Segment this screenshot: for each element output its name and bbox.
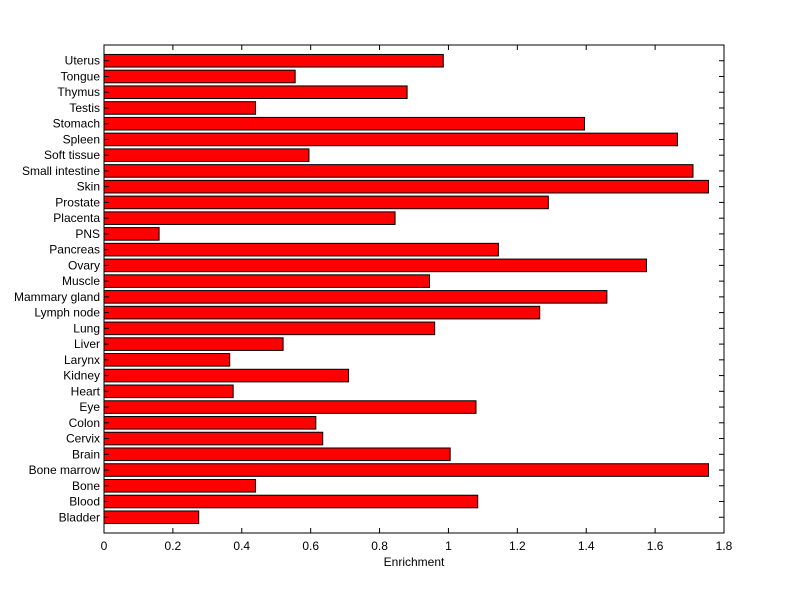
category-label: Lung (73, 321, 100, 335)
bar-brain (103, 447, 451, 462)
category-label: Lymph node (34, 306, 100, 320)
axes-box (103, 44, 725, 534)
x-tick-label: 1.8 (716, 539, 733, 553)
bar-kidney (103, 368, 350, 383)
bar-prostate (103, 195, 549, 210)
bar-bone (103, 478, 257, 493)
bar-larynx (103, 353, 231, 367)
category-label: Stomach (53, 117, 100, 131)
bar-stomach (103, 116, 585, 131)
bar-thymus (103, 85, 408, 100)
category-label: Blood (69, 495, 100, 509)
category-label: Tongue (61, 69, 101, 83)
x-tick-label: 1.6 (647, 539, 664, 553)
bar-eye (103, 400, 477, 414)
category-label: Eye (79, 400, 100, 414)
category-label: Placenta (53, 211, 100, 225)
bar-pancreas (103, 242, 499, 257)
bar-small-intestine (103, 164, 694, 178)
x-tick-label: 0.6 (302, 539, 319, 553)
x-tick-label: 0.4 (233, 539, 250, 553)
x-tick-label: 1.4 (578, 539, 595, 553)
bar-lung (103, 321, 436, 336)
category-label: Soft tissue (44, 148, 100, 162)
category-label: Uterus (65, 54, 100, 68)
bar-mammary-gland (103, 290, 608, 304)
bar-uterus (103, 53, 444, 68)
category-label: Small intestine (22, 164, 100, 178)
category-label: Cervix (66, 432, 100, 446)
category-label: PNS (75, 227, 100, 241)
bar-bone-marrow (103, 463, 709, 477)
category-label: Muscle (62, 274, 100, 288)
x-tick-labels: 0 0.2 0.4 0.6 0.8 1 1.2 1.4 1.6 1.8 (101, 539, 733, 553)
bar-soft-tissue (103, 148, 310, 162)
category-label: Testis (69, 101, 100, 115)
category-label: Mammary gland (14, 290, 100, 304)
bar-ovary (103, 258, 647, 273)
bar-colon (103, 416, 317, 430)
bar-heart (103, 384, 234, 399)
bar-tongue (103, 69, 296, 84)
bar-bladder (103, 510, 200, 525)
x-tick-label: 0.8 (371, 539, 388, 553)
x-tick-label: 0 (101, 539, 108, 553)
bar-cervix (103, 431, 324, 446)
category-label: Kidney (63, 369, 100, 383)
bar-muscle (103, 274, 430, 288)
x-tick-label: 1.2 (509, 539, 526, 553)
category-label: Prostate (55, 195, 100, 209)
category-label: Bladder (59, 510, 100, 524)
category-label: Brain (72, 447, 100, 461)
ticks-group (103, 45, 725, 533)
bar-testis (103, 101, 257, 115)
category-label: Bone marrow (29, 463, 101, 477)
category-label: Liver (74, 337, 100, 351)
x-tick-label: 1 (445, 539, 452, 553)
category-label: Spleen (63, 132, 100, 146)
bar-liver (103, 337, 284, 351)
x-tick-label: 0.2 (165, 539, 182, 553)
x-axis-label: Enrichment (384, 555, 445, 569)
bar-spleen (103, 132, 678, 147)
bar-blood (103, 494, 479, 509)
category-label: Larynx (64, 353, 100, 367)
category-label: Ovary (68, 258, 100, 272)
bar-placenta (103, 211, 396, 225)
category-label: Bone (72, 479, 100, 493)
category-label: Colon (69, 416, 100, 430)
bar-lymph-node (103, 305, 541, 320)
bar-pns (103, 227, 160, 241)
category-label: Thymus (57, 85, 100, 99)
category-label: Pancreas (49, 243, 100, 257)
bar-skin (103, 179, 709, 194)
category-label: Heart (71, 384, 101, 398)
category-label: Skin (77, 180, 100, 194)
